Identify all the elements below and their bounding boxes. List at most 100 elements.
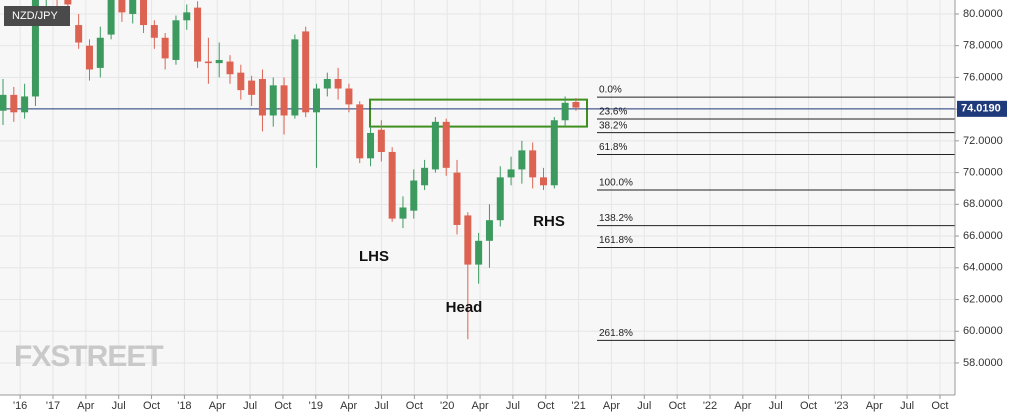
- candle-body: [475, 240, 483, 265]
- candle-body: [194, 7, 202, 62]
- candle-body: [291, 39, 299, 116]
- x-tick-label: Jul: [637, 400, 651, 412]
- fib-label: 161.8%: [599, 235, 633, 246]
- fib-label: 61.8%: [599, 142, 627, 153]
- title-box: [4, 6, 70, 26]
- x-tick-label: '17: [46, 400, 60, 412]
- annotation: Head: [446, 299, 483, 316]
- candle-body: [453, 172, 461, 225]
- marks: [0, 0, 955, 341]
- candle-body: [442, 121, 450, 168]
- x-tick-label: Apr: [866, 400, 883, 412]
- candle-body: [421, 167, 429, 186]
- y-tick-label: 68.0000: [963, 198, 1003, 210]
- candle-body: [226, 61, 234, 75]
- candle-body: [410, 180, 418, 211]
- fib-label: 23.6%: [599, 107, 627, 118]
- candle-body: [323, 79, 331, 89]
- y-tick-label: 70.0000: [963, 167, 1003, 179]
- x-tick-label: Apr: [340, 400, 357, 412]
- candle-body: [118, 0, 126, 13]
- candle-body: [334, 79, 342, 89]
- candle-body: [345, 88, 353, 105]
- candle-body: [540, 177, 547, 186]
- annotation: RHS: [533, 213, 565, 230]
- candle-body: [258, 79, 266, 116]
- candle-body: [107, 0, 115, 35]
- x-tick-label: Oct: [537, 400, 554, 412]
- x-tick-label: '20: [440, 400, 454, 412]
- watermark: FXSTREET: [14, 340, 163, 373]
- x-tick-label: Jul: [506, 400, 520, 412]
- y-tick-label: 80.0000: [963, 8, 1003, 20]
- y-tick-label: 58.0000: [963, 357, 1003, 369]
- candle-body: [129, 0, 137, 14]
- candle-body: [550, 120, 558, 186]
- x-tick-label: Apr: [734, 400, 751, 412]
- x-tick-label: Oct: [274, 400, 291, 412]
- candle-body: [96, 37, 104, 68]
- candle-body: [150, 25, 158, 38]
- x-tick-label: '19: [309, 400, 323, 412]
- x-tick-label: Oct: [800, 400, 817, 412]
- candle-body: [399, 207, 407, 219]
- y-tick-label: 60.0000: [963, 325, 1003, 337]
- plot-background: [0, 0, 955, 395]
- y-tick-label: 64.0000: [963, 262, 1003, 274]
- candle-body: [388, 151, 396, 219]
- y-tick-label: 62.0000: [963, 293, 1003, 305]
- candle-body: [237, 72, 245, 91]
- candle-body: [280, 85, 288, 116]
- x-tick-label: Jul: [769, 400, 783, 412]
- x-tick-label: Apr: [603, 400, 620, 412]
- candle-body: [269, 85, 277, 116]
- x-tick-label: '23: [834, 400, 848, 412]
- y-tick-label: 78.0000: [963, 40, 1003, 52]
- fib-label: 261.8%: [599, 328, 633, 339]
- candle-body: [431, 121, 439, 170]
- annotation: LHS: [359, 248, 389, 265]
- candle-body: [31, 0, 39, 97]
- fib-label: 100.0%: [599, 178, 633, 189]
- candle-body: [496, 177, 504, 221]
- candle-body: [183, 12, 191, 21]
- candle-body: [356, 104, 364, 159]
- candle-body: [377, 129, 385, 152]
- x-tick-label: Oct: [669, 400, 686, 412]
- candle-body: [204, 61, 212, 64]
- last-price-box: [957, 100, 1007, 117]
- x-tick-label: Jul: [112, 400, 126, 412]
- candle-body: [21, 96, 29, 113]
- candle-body: [312, 88, 320, 113]
- candle-body: [561, 102, 569, 121]
- x-tick-label: Jul: [243, 400, 257, 412]
- candle-body: [367, 132, 375, 159]
- x-tick-label: '16: [13, 400, 27, 412]
- x-tick-label: Oct: [931, 400, 948, 412]
- candle-body: [140, 0, 148, 26]
- y-tick-label: 72.0000: [963, 135, 1003, 147]
- candle-body: [529, 150, 537, 178]
- candle-body: [10, 94, 18, 113]
- chart-title: NZD/JPY: [12, 10, 59, 22]
- y-tick-label: 76.0000: [963, 71, 1003, 83]
- last-price-label: 74.0190: [961, 103, 1001, 115]
- candle-body: [0, 94, 7, 111]
- fib-label: 38.2%: [599, 120, 627, 131]
- x-tick-label: Apr: [209, 400, 226, 412]
- x-tick-label: '18: [177, 400, 191, 412]
- candle-body: [85, 45, 93, 70]
- candle-body: [172, 20, 180, 60]
- x-tick-label: Oct: [406, 400, 423, 412]
- candle-body: [518, 150, 526, 170]
- fib-label: 0.0%: [599, 85, 622, 96]
- candle-body: [215, 59, 223, 64]
- candle-body: [485, 220, 493, 241]
- x-tick-label: Oct: [143, 400, 160, 412]
- candle-body: [302, 31, 310, 113]
- candle-body: [507, 169, 515, 178]
- x-tick-label: Apr: [471, 400, 488, 412]
- x-tick-label: '22: [703, 400, 717, 412]
- x-tick-label: Jul: [900, 400, 914, 412]
